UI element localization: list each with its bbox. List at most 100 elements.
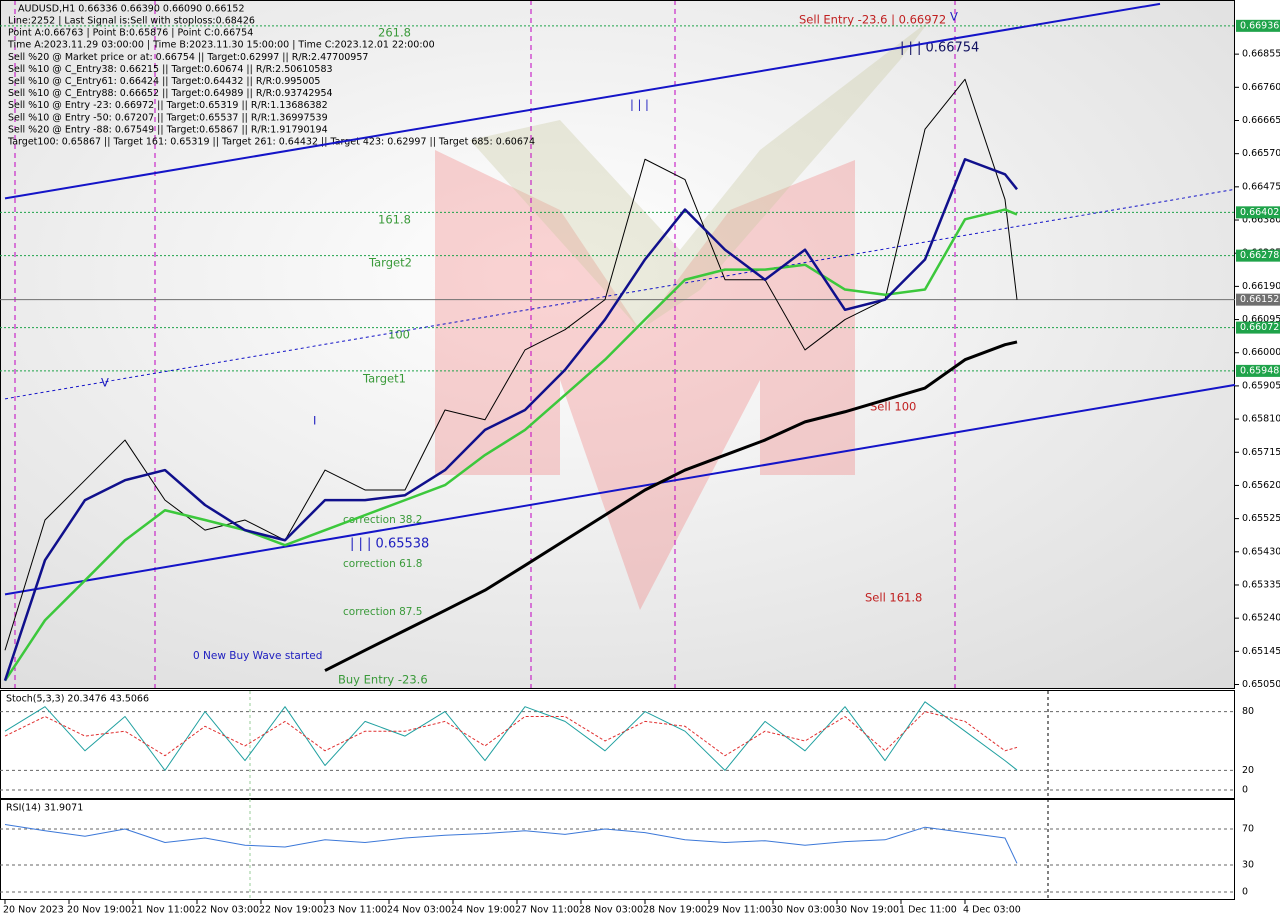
annotation: Sell Entry -23.6 | 0.66972 bbox=[799, 13, 946, 27]
level-label-box bbox=[1236, 249, 1280, 262]
y-tick-label: 0.65620 bbox=[1242, 480, 1280, 491]
y-tick-label: 0.66190 bbox=[1242, 281, 1280, 292]
level-label-box bbox=[1236, 19, 1280, 32]
annotation: 0 New Buy Wave started bbox=[193, 650, 322, 662]
rsi-title: RSI(14) 31.9071 bbox=[6, 803, 83, 814]
x-tick-label: 30 Nov 19:00 bbox=[835, 905, 899, 916]
annotation: V bbox=[101, 376, 109, 390]
info-line: Sell %10 @ C_Entry88: 0.66652 || Target:… bbox=[8, 88, 333, 99]
y-tick-label: 0.66760 bbox=[1242, 82, 1280, 93]
x-tick-label: 24 Nov 19:00 bbox=[451, 905, 515, 916]
panel-tick-label: 70 bbox=[1242, 824, 1254, 835]
x-tick-label: 1 Dec 11:00 bbox=[899, 905, 957, 916]
panel-separators bbox=[249, 691, 1049, 899]
chart-title: AUDUSD,H1 0.66336 0.66390 0.66090 0.6615… bbox=[18, 4, 245, 15]
plot-background bbox=[0, 0, 1235, 688]
series-line bbox=[324, 340, 1018, 672]
x-tick-label: 27 Nov 11:00 bbox=[515, 905, 579, 916]
series-line bbox=[4, 78, 1018, 651]
info-line: Sell %10 @ C_Entry61: 0.66424 || Target:… bbox=[8, 76, 320, 87]
panel-tick-label: 0 bbox=[1242, 785, 1248, 796]
x-tick-label: 20 Nov 2023 bbox=[3, 905, 64, 916]
info-line: Sell %20 @ Market price or at: 0.66754 |… bbox=[8, 52, 368, 63]
main-frame bbox=[0, 0, 1235, 689]
annotation: 100 bbox=[388, 328, 410, 342]
level-label-box bbox=[1236, 293, 1280, 306]
annotation: correction 61.8 bbox=[343, 558, 422, 570]
x-tick-label: 24 Nov 03:00 bbox=[387, 905, 451, 916]
logo-watermark bbox=[435, 150, 855, 610]
x-tick-label: 22 Nov 03:00 bbox=[195, 905, 259, 916]
y-tick-label: 0.66095 bbox=[1242, 314, 1280, 325]
trendline bbox=[4, 188, 1236, 400]
panel-tick-label: 0 bbox=[1242, 887, 1248, 898]
y-tick-label: 0.66380 bbox=[1242, 215, 1280, 226]
x-tick-label: 21 Nov 11:00 bbox=[131, 905, 195, 916]
y-tick-label: 0.66665 bbox=[1242, 115, 1280, 126]
info-line: Sell %20 @ Entry -88: 0.67549 || Target:… bbox=[8, 124, 328, 135]
info-line: Sell %10 @ Entry -50: 0.67207 || Target:… bbox=[8, 112, 328, 123]
annotation: 161.8 bbox=[378, 213, 411, 227]
level-label: 0.66402 bbox=[1240, 207, 1279, 218]
trendline bbox=[4, 2, 1161, 200]
x-tick-label: 29 Nov 11:00 bbox=[707, 905, 771, 916]
info-line: Target100: 0.65867 || Target 161: 0.6531… bbox=[7, 137, 535, 148]
annotation: Sell 100 bbox=[870, 400, 916, 414]
series-line bbox=[4, 824, 1018, 864]
y-tick-label: 0.66855 bbox=[1242, 49, 1280, 60]
y-tick-label: 0.65145 bbox=[1242, 646, 1280, 657]
info-line: Line:2252 | Last Signal is:Sell with sto… bbox=[8, 16, 255, 27]
annotation: correction 87.5 bbox=[343, 606, 422, 618]
y-tick-label: 0.66000 bbox=[1242, 347, 1280, 358]
y-tick-label: 0.66475 bbox=[1242, 181, 1280, 192]
y-tick-label: 0.65905 bbox=[1242, 380, 1280, 391]
info-line: Sell %10 @ Entry -23: 0.66972 || Target:… bbox=[8, 100, 328, 111]
annotation: | | | 0.66754 bbox=[900, 41, 979, 56]
logo-watermark-arrow bbox=[470, 20, 930, 330]
series-line bbox=[4, 711, 1018, 757]
series-line bbox=[3, 158, 1018, 682]
series-line bbox=[4, 701, 1018, 771]
level-label: 0.66278 bbox=[1240, 250, 1279, 261]
info-block: Line:2252 | Last Signal is:Sell with sto… bbox=[7, 16, 535, 148]
annotation: Target1 bbox=[362, 372, 406, 386]
x-tick-label: 28 Nov 19:00 bbox=[643, 905, 707, 916]
x-tick-label: 30 Nov 03:00 bbox=[771, 905, 835, 916]
x-tick-label: 20 Nov 19:00 bbox=[67, 905, 131, 916]
annotation: | | | bbox=[630, 98, 649, 112]
y-tick-label: 0.65050 bbox=[1242, 679, 1280, 690]
level-label-box bbox=[1236, 321, 1280, 334]
annotation: Sell 161.8 bbox=[865, 591, 922, 605]
rsi-frame bbox=[0, 799, 1235, 900]
y-tick-label: 0.65525 bbox=[1242, 513, 1280, 524]
level-label: 0.66152 bbox=[1240, 294, 1279, 305]
stoch-frame bbox=[0, 690, 1235, 799]
info-line: Time A:2023.11.29 03:00:00 | Time B:2023… bbox=[7, 40, 435, 51]
annotation: | | | 0.65538 bbox=[350, 537, 429, 552]
level-label-box bbox=[1236, 364, 1280, 377]
annotation: Buy Entry -23.6 bbox=[338, 673, 428, 687]
info-line: Point A:0.66763 | Point B:0.65876 | Poin… bbox=[8, 28, 253, 39]
trendline bbox=[4, 383, 1236, 596]
x-tick-label: 23 Nov 11:00 bbox=[323, 905, 387, 916]
y-tick-label: 0.65715 bbox=[1242, 447, 1280, 458]
annotation: V bbox=[950, 10, 958, 24]
y-tick-label: 0.66570 bbox=[1242, 148, 1280, 159]
stoch-title: Stoch(5,3,3) 20.3476 43.5066 bbox=[6, 694, 149, 705]
annotation: I bbox=[313, 414, 316, 428]
y-tick-label: 0.65240 bbox=[1242, 613, 1280, 624]
y-tick-label: 0.65430 bbox=[1242, 546, 1280, 557]
panel-tick-label: 30 bbox=[1242, 860, 1254, 871]
x-tick-label: 4 Dec 03:00 bbox=[963, 905, 1021, 916]
x-tick-label: 22 Nov 19:00 bbox=[259, 905, 323, 916]
level-label-box bbox=[1236, 206, 1280, 219]
panel-tick-label: 80 bbox=[1242, 706, 1254, 717]
info-line: Sell %10 @ C_Entry38: 0.66215 || Target:… bbox=[8, 64, 333, 75]
annotation: Target2 bbox=[368, 256, 412, 270]
level-label: 0.65948 bbox=[1240, 365, 1279, 376]
y-tick-label: 0.65335 bbox=[1242, 579, 1280, 590]
level-label: 0.66936 bbox=[1240, 20, 1279, 31]
series-line bbox=[3, 208, 1018, 682]
